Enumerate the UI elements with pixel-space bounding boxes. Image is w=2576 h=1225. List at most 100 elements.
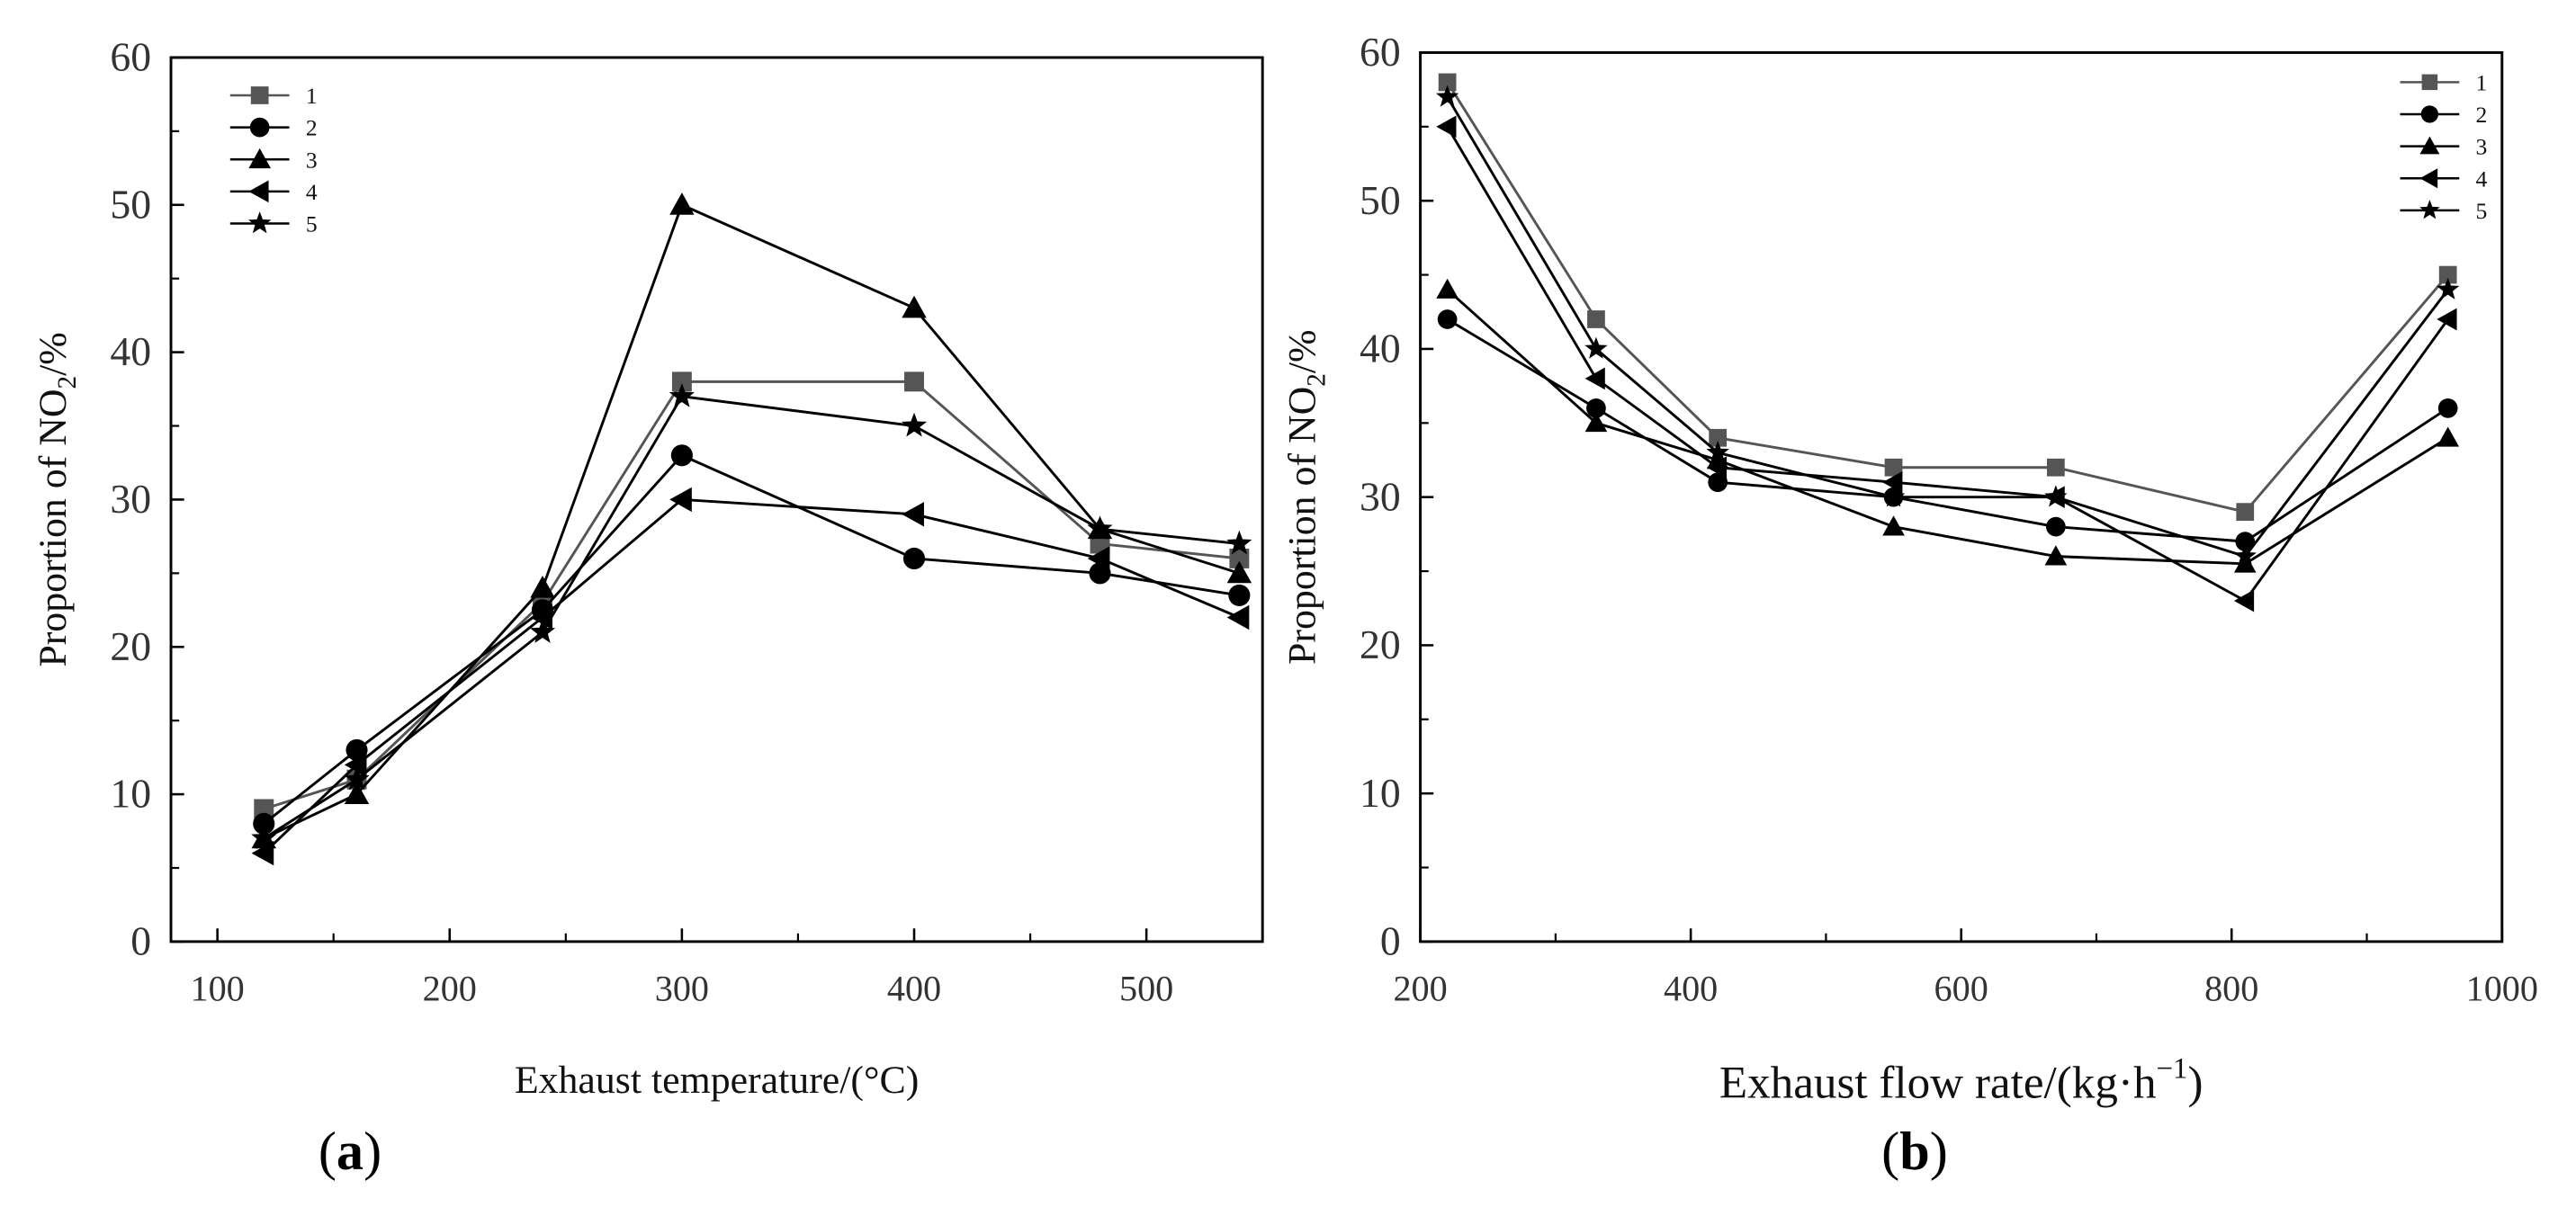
x-tick-label: 100: [190, 969, 244, 1009]
series-line-1: [263, 380, 1240, 810]
data-point: [253, 812, 275, 835]
data-point: [902, 502, 924, 527]
legend-marker-5: [2419, 200, 2440, 219]
data-point: [2233, 552, 2257, 573]
data-point: [1882, 470, 1903, 494]
data-point: [1881, 485, 1906, 507]
legend-label-1: 1: [2476, 69, 2488, 95]
series-4: [1436, 115, 2457, 612]
y-tick-label: 50: [1360, 177, 1401, 223]
series-1: [1438, 73, 2457, 522]
data-point: [1436, 278, 1459, 299]
x-tick-label: 300: [655, 969, 709, 1009]
panel-label: (b): [1881, 1122, 1948, 1182]
legend: 1 2 3 4 5: [229, 83, 318, 237]
x-tick-label: 200: [423, 969, 477, 1009]
data-point: [1437, 309, 1458, 329]
x-axis-title: Exhaust flow rate/(kg·h−1): [1719, 1053, 2204, 1109]
series-line-2: [263, 453, 1240, 825]
data-point: [1884, 458, 1903, 477]
data-point: [2438, 265, 2457, 284]
x-tick-label: 800: [2204, 969, 2258, 1009]
series-line-4: [1446, 126, 2449, 603]
data-point: [2046, 516, 2066, 537]
x-tick-label: 400: [887, 969, 941, 1009]
data-point: [669, 192, 695, 215]
data-point: [1706, 440, 1729, 463]
data-point: [902, 547, 926, 570]
data-point: [1226, 560, 1252, 584]
data-point: [1584, 411, 1608, 433]
legend-marker-4: [2419, 168, 2438, 189]
x-axis-title-close: ): [2188, 1057, 2204, 1108]
data-point: [2044, 545, 2068, 566]
panel-label-letter: a: [337, 1122, 364, 1182]
y-tick-label: 60: [110, 34, 151, 80]
data-point: [669, 382, 695, 407]
y-tick-label: 50: [110, 181, 151, 227]
data-point: [1436, 115, 1457, 139]
data-point: [1587, 310, 1605, 328]
y-axis-title-subscript: 2: [1303, 373, 1332, 387]
data-point: [904, 371, 924, 392]
series-5: [251, 382, 1252, 850]
data-point: [1226, 530, 1252, 555]
y-tick-label: 0: [1380, 918, 1401, 964]
legend-label-2: 2: [2476, 102, 2488, 128]
legend-marker-2: [2420, 105, 2439, 123]
y-tick-label: 30: [1360, 473, 1401, 519]
y-tick-label: 10: [1360, 770, 1401, 816]
y-tick-label: 20: [110, 623, 151, 669]
x-tick-label: 1000: [2466, 969, 2538, 1009]
data-point: [1584, 336, 1608, 359]
y-axis-title-suffix: /%: [1281, 329, 1324, 373]
data-point: [254, 799, 274, 819]
panel-label-open: (: [1881, 1122, 1899, 1182]
legend-marker-1: [250, 86, 269, 104]
panel-label-close: ): [364, 1122, 381, 1182]
data-point: [1435, 85, 1459, 107]
y-axis-title-text: Proportion of NO: [31, 389, 75, 666]
legend-label-4: 4: [306, 179, 318, 205]
panel-label-letter: b: [1899, 1122, 1930, 1182]
x-axis-title-superscript: −1: [2157, 1053, 2188, 1086]
y-axis-title-text: Proportion of NO: [1281, 387, 1324, 665]
panel-label: (a): [319, 1122, 381, 1182]
y-tick-label: 10: [110, 771, 151, 817]
y-tick-label: 0: [130, 918, 151, 964]
data-point: [1584, 367, 1605, 390]
series-line-3: [263, 203, 1240, 840]
y-tick-label: 60: [1360, 29, 1401, 75]
data-point: [1708, 472, 1728, 493]
data-point: [2233, 589, 2255, 612]
data-point: [251, 840, 274, 866]
data-point: [2044, 485, 2068, 507]
data-point: [1087, 515, 1113, 541]
series-line-1: [1446, 81, 2449, 514]
data-point: [670, 444, 693, 467]
legend-marker-2: [249, 117, 270, 138]
x-axis-title-text: Exhaust flow rate/(kg·h: [1719, 1057, 2157, 1108]
plot-frame: [169, 56, 1264, 943]
x-tick-label: 600: [1934, 969, 1988, 1009]
legend-label-5: 5: [2476, 198, 2488, 224]
legend-marker-3: [248, 148, 272, 169]
series-line-5: [263, 395, 1240, 840]
x-axis-title-text: Exhaust temperature/(°C): [515, 1059, 920, 1102]
data-point: [1087, 546, 1110, 571]
x-tick-label: 400: [1664, 969, 1718, 1009]
legend-marker-1: [2421, 74, 2438, 91]
y-tick-label: 40: [110, 328, 151, 374]
data-point: [671, 371, 692, 392]
legend-label-1: 1: [306, 83, 318, 109]
panel-label-open: (: [319, 1122, 337, 1182]
series-1: [254, 371, 1250, 819]
x-axis-title: Exhaust temperature/(°C): [515, 1059, 920, 1102]
data-point: [529, 619, 556, 643]
y-tick-label: 40: [1360, 326, 1401, 371]
legend-label-3: 3: [306, 147, 318, 173]
x-tick-label: 500: [1119, 969, 1173, 1009]
data-point: [2236, 503, 2255, 522]
